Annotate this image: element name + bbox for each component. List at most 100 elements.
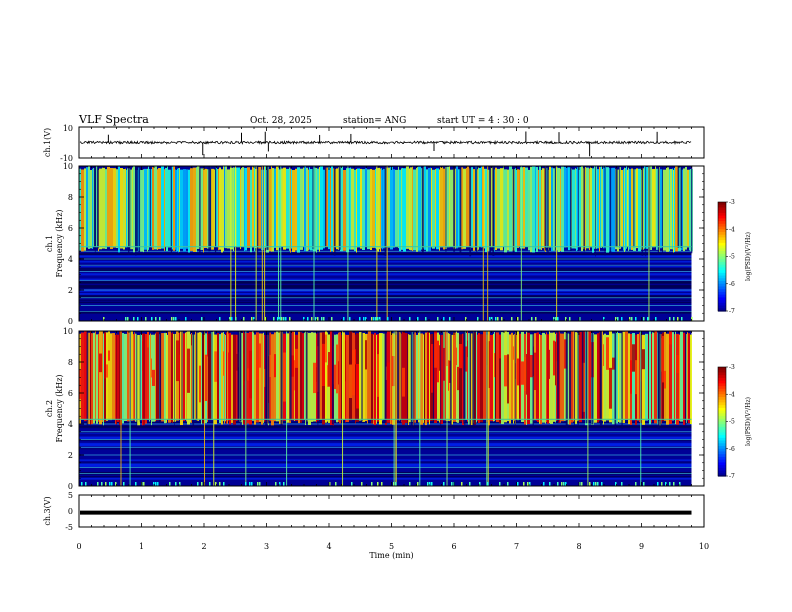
spectral-column (511, 332, 513, 420)
spectral-column (345, 340, 346, 382)
spectral-column (349, 364, 352, 399)
spectral-column (618, 332, 619, 422)
colorbar-tick-label: -5 (729, 254, 735, 261)
spectral-column (523, 167, 525, 249)
bottom-speckle (499, 482, 501, 486)
bottom-speckle (311, 317, 313, 321)
spectral-column (497, 168, 500, 249)
spectral-gap (493, 166, 495, 250)
spectral-column (98, 333, 99, 422)
spectral-column (224, 166, 225, 249)
spectral-column (459, 344, 462, 369)
spectral-column (379, 333, 382, 425)
spectral-column (106, 364, 108, 378)
spectral-column (357, 168, 360, 248)
colorbar-swatch (718, 291, 726, 296)
bottom-speckle (283, 482, 285, 486)
spectral-column (491, 167, 493, 248)
spectral-column (276, 331, 279, 422)
colorbar-swatch (718, 410, 726, 414)
bottom-speckle (273, 317, 275, 321)
spectral-column (108, 350, 110, 361)
low-freq-band (79, 310, 692, 314)
spectral-column (122, 333, 124, 424)
spectral-column (659, 167, 660, 252)
spectral-column (467, 340, 468, 358)
spectral-column (669, 169, 670, 252)
spectral-column (308, 332, 311, 426)
spectral-column (597, 169, 599, 249)
spectral-column (227, 331, 228, 424)
spectral-column (669, 331, 672, 424)
spectral-column (168, 331, 171, 423)
bottom-speckle (283, 317, 285, 321)
colorbar-swatch (718, 234, 726, 239)
spectral-column (672, 332, 674, 421)
low-freq-band (79, 278, 692, 281)
colorbar-swatch (718, 413, 726, 417)
spectral-column (304, 332, 305, 420)
spectral-column (639, 332, 640, 423)
spectral-column (223, 166, 224, 252)
spectral-column (294, 360, 295, 391)
spectral-column (544, 168, 545, 251)
colorbar-tick-label: -7 (729, 473, 735, 480)
spectral-column (131, 331, 133, 421)
spectral-column (379, 167, 380, 250)
colorbar-swatch (718, 253, 726, 258)
colorbar-swatch (718, 256, 726, 260)
spectral-column (291, 355, 294, 377)
spectral-column (96, 334, 98, 424)
spectral-gap (614, 331, 617, 429)
spectral-column (382, 169, 383, 250)
bottom-speckle (517, 317, 519, 321)
spectral-column (343, 169, 346, 251)
ch3-y-tick-label: -5 (65, 523, 73, 532)
spectral-column (92, 168, 93, 250)
spectral-column (242, 333, 243, 425)
spectral-column (541, 169, 542, 250)
spectral-column (388, 167, 390, 248)
colorbar-swatch (718, 446, 726, 450)
spectral-gap (469, 331, 471, 427)
spectral-column (499, 334, 501, 359)
spectral-column (672, 168, 673, 250)
bottom-speckle (465, 317, 467, 321)
spectral-column (473, 169, 475, 251)
spectral-gap (174, 331, 175, 428)
colorbar-swatch (718, 300, 726, 304)
spectral-column (229, 332, 231, 425)
spectral-column (254, 166, 255, 252)
bottom-speckle (171, 317, 173, 321)
bottom-speckle (601, 482, 603, 486)
spectral-column (646, 166, 648, 249)
spectral-column (283, 167, 286, 250)
spectral-column (147, 331, 149, 348)
bottom-speckle (377, 482, 379, 486)
spectral-gap (139, 331, 141, 422)
bottom-speckle (561, 482, 563, 486)
spectral-column (509, 166, 512, 252)
spectral-column (172, 332, 173, 423)
spectral-column (95, 166, 98, 248)
spectral-column (652, 332, 654, 420)
spectral-column (652, 169, 655, 248)
spectral-column (143, 169, 144, 253)
ch1-spectrogram-panel (79, 166, 693, 321)
spectral-column (627, 169, 628, 247)
spectral-column (336, 168, 338, 250)
spectral-column (612, 167, 615, 252)
spectral-gap (578, 166, 580, 252)
colorbar-swatch (718, 294, 726, 298)
ch2-spectrogram-panel (79, 331, 692, 486)
spectral-column (115, 334, 116, 425)
spectral-column (579, 331, 582, 423)
spectral-column (134, 332, 135, 421)
spectral-gap (443, 331, 445, 422)
spectral-column (185, 332, 186, 420)
low-freq-band (79, 425, 692, 428)
spectral-column (551, 167, 553, 252)
spectral-gap (196, 331, 198, 423)
spectral-column (401, 168, 402, 250)
spectral-gap (333, 166, 336, 256)
